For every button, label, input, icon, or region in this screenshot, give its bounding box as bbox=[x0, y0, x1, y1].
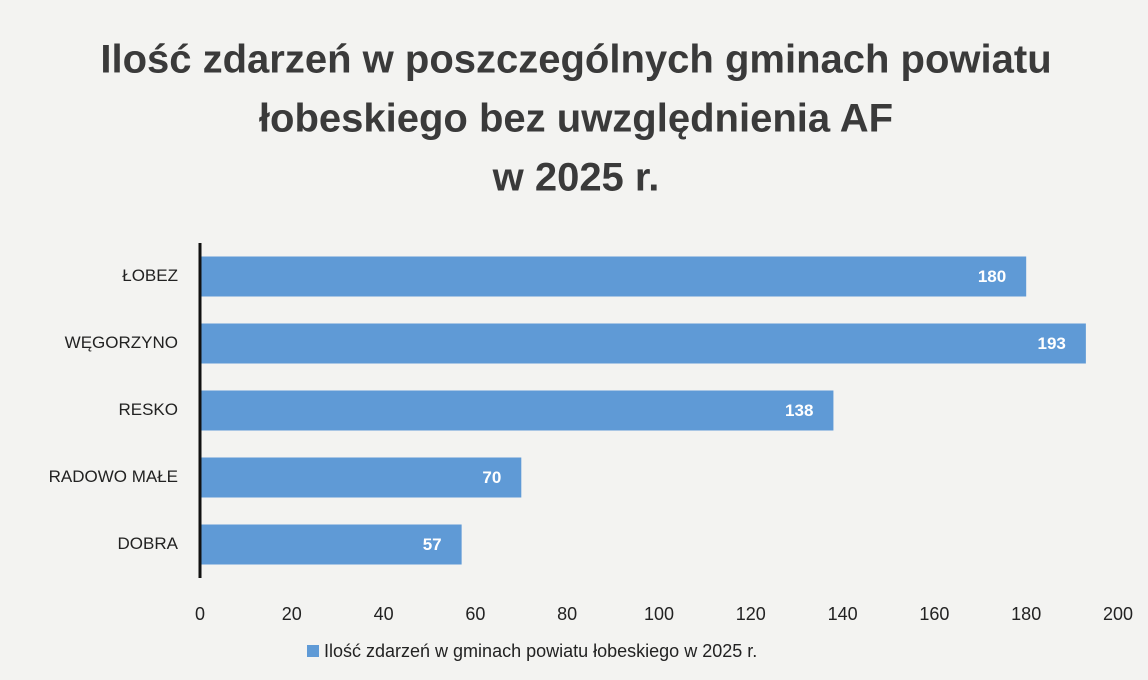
chart-title: Ilość zdarzeń w poszczególnych gminach p… bbox=[100, 38, 1051, 82]
x-tick-label: 40 bbox=[374, 604, 394, 624]
chart-title: w 2025 r. bbox=[492, 156, 660, 200]
data-label: 138 bbox=[785, 401, 813, 420]
y-tick-label: ŁOBEZ bbox=[122, 266, 178, 285]
x-tick-label: 80 bbox=[557, 604, 577, 624]
bar bbox=[200, 390, 834, 431]
data-label: 180 bbox=[978, 267, 1006, 286]
data-label: 193 bbox=[1037, 334, 1065, 353]
bar bbox=[200, 524, 462, 565]
x-tick-label: 200 bbox=[1103, 604, 1133, 624]
y-tick-label: RESKO bbox=[118, 400, 178, 419]
x-tick-label: 120 bbox=[736, 604, 766, 624]
data-label: 70 bbox=[482, 468, 501, 487]
bar bbox=[200, 256, 1027, 297]
y-tick-label: WĘGORZYNO bbox=[65, 333, 178, 352]
y-tick-label: RADOWO MAŁE bbox=[49, 467, 178, 486]
x-tick-label: 0 bbox=[195, 604, 205, 624]
chart-title: łobeskiego bez uwzględnienia AF bbox=[259, 97, 893, 141]
x-tick-label: 100 bbox=[644, 604, 674, 624]
x-tick-label: 180 bbox=[1011, 604, 1041, 624]
legend-swatch bbox=[307, 645, 319, 657]
bar bbox=[200, 457, 522, 498]
bar bbox=[200, 323, 1086, 364]
x-tick-label: 140 bbox=[828, 604, 858, 624]
x-tick-label: 20 bbox=[282, 604, 302, 624]
x-tick-label: 160 bbox=[919, 604, 949, 624]
x-tick-label: 60 bbox=[465, 604, 485, 624]
y-tick-label: DOBRA bbox=[118, 534, 179, 553]
data-label: 57 bbox=[423, 535, 442, 554]
legend-label: Ilość zdarzeń w gminach powiatu łobeskie… bbox=[324, 641, 757, 661]
